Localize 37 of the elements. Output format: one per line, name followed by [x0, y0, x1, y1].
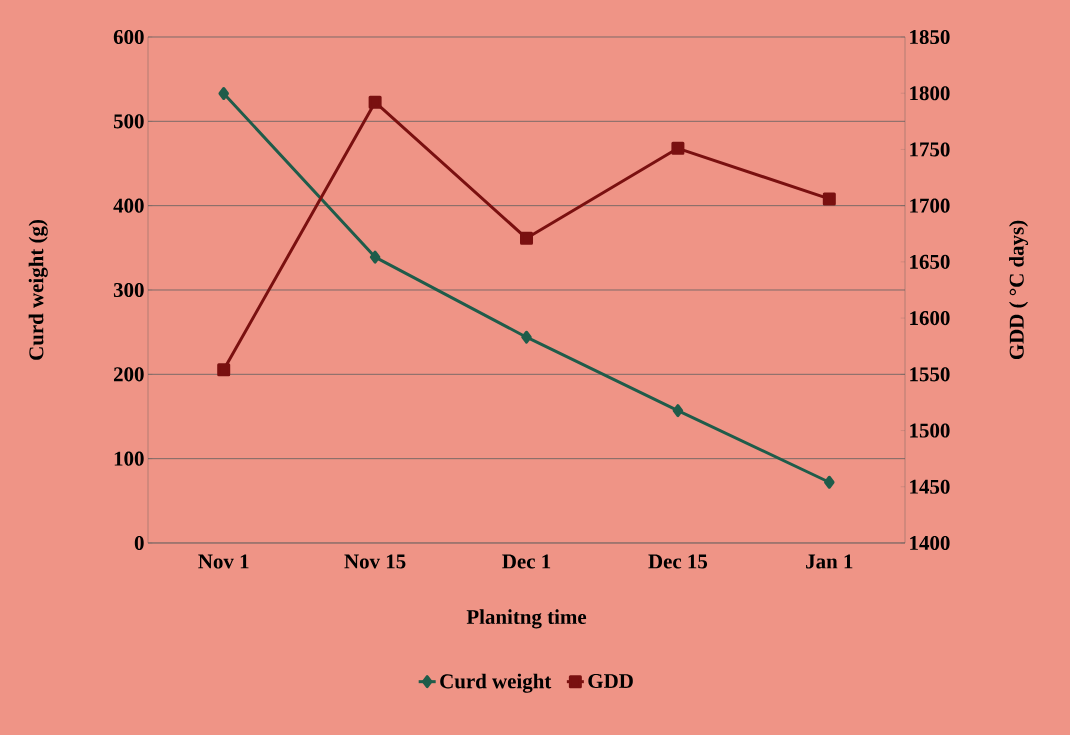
x-tick-label: Nov 15	[344, 554, 406, 569]
y-axis-title: Curd weight (g)	[28, 220, 48, 360]
y-tick-label: 300	[113, 282, 144, 298]
y2-tick-label: 1550	[910, 367, 950, 382]
y2-tick-label: 1650	[910, 254, 950, 269]
point	[822, 192, 836, 206]
point	[218, 86, 229, 100]
y2-tick-label: 1850	[910, 29, 950, 45]
y-tick-label: 0	[134, 535, 144, 551]
y2-axis-title: GDD ( °C days)	[1009, 220, 1029, 360]
y-tick-label: 500	[113, 114, 144, 129]
x-tick-label: Dec 1	[502, 554, 551, 569]
y2-tick-label: 1800	[910, 86, 950, 101]
point	[521, 330, 532, 344]
y-tick-label: 600	[113, 29, 144, 45]
point	[368, 95, 382, 109]
point	[369, 250, 381, 264]
point	[520, 231, 534, 245]
y-tick-label: 100	[114, 451, 144, 466]
x-tick-label: Dec 15	[648, 554, 708, 569]
y2-tick-label: 1400	[910, 535, 950, 551]
point	[672, 404, 684, 418]
point	[217, 363, 231, 377]
y-tick-label: 200	[113, 367, 144, 382]
x-axis-title: Planitng time	[466, 609, 587, 629]
y2-tick-label: 1750	[910, 142, 950, 157]
legend-label: Curd weight	[440, 673, 552, 693]
y2-tick-label: 1500	[910, 423, 950, 438]
x-tick-label: Nov 1	[198, 554, 249, 569]
y2-tick-label: 1450	[910, 479, 950, 494]
legend-label: GDD	[588, 673, 633, 689]
point	[824, 475, 835, 489]
y2-tick-label: 1600	[910, 311, 950, 326]
point	[671, 141, 685, 155]
y-tick-label: 400	[113, 198, 144, 213]
y2-tick-label: 1700	[910, 198, 950, 213]
x-tick-label: Jan 1	[806, 554, 853, 569]
